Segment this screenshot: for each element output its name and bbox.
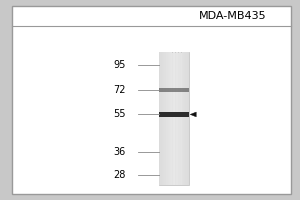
Bar bbox=[160, 52, 161, 185]
Bar bbox=[175, 52, 176, 185]
Text: 55: 55 bbox=[113, 109, 126, 119]
Bar bbox=[177, 52, 178, 185]
Bar bbox=[188, 52, 189, 185]
Bar bbox=[159, 88, 189, 92]
Bar bbox=[186, 52, 187, 185]
Bar bbox=[179, 52, 180, 185]
Bar bbox=[161, 52, 162, 185]
Bar bbox=[184, 52, 185, 185]
Bar bbox=[167, 52, 168, 185]
Bar bbox=[159, 52, 189, 185]
Bar bbox=[159, 112, 189, 117]
Bar bbox=[185, 52, 186, 185]
Bar bbox=[178, 52, 179, 185]
Bar bbox=[162, 52, 163, 185]
Bar bbox=[182, 52, 183, 185]
Bar bbox=[169, 52, 170, 185]
Bar bbox=[166, 52, 167, 185]
Bar bbox=[183, 52, 184, 185]
Text: 72: 72 bbox=[113, 85, 126, 95]
Bar bbox=[170, 52, 171, 185]
Text: 28: 28 bbox=[114, 170, 126, 180]
Text: 95: 95 bbox=[114, 60, 126, 70]
Text: 36: 36 bbox=[114, 147, 126, 157]
Bar bbox=[171, 52, 172, 185]
Text: MDA-MB435: MDA-MB435 bbox=[199, 11, 266, 21]
Bar bbox=[172, 52, 173, 185]
Bar bbox=[168, 52, 169, 185]
Bar bbox=[181, 52, 182, 185]
Bar bbox=[159, 52, 160, 185]
Bar bbox=[180, 52, 181, 185]
Bar bbox=[164, 52, 165, 185]
Polygon shape bbox=[190, 112, 196, 117]
Bar bbox=[163, 52, 164, 185]
Bar bbox=[169, 52, 170, 185]
Bar bbox=[160, 52, 161, 185]
Bar bbox=[176, 52, 177, 185]
Bar bbox=[165, 52, 166, 185]
Bar bbox=[174, 52, 175, 185]
Bar bbox=[173, 52, 174, 185]
Bar bbox=[187, 52, 188, 185]
